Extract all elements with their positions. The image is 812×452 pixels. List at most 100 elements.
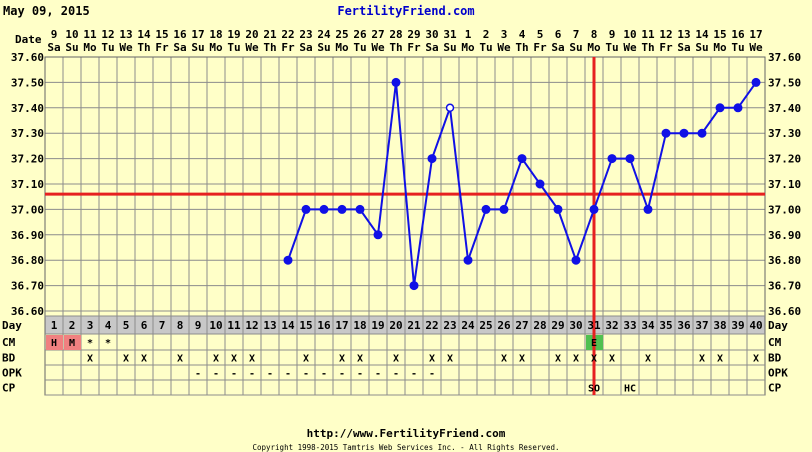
y-tick-label-left: 36.70 [11,280,44,293]
weekday-label: Fr [281,41,295,54]
day-number: 21 [407,319,421,332]
y-tick-label-right: 37.60 [768,51,801,64]
day-number: 20 [389,319,402,332]
bd-mark: X [87,354,93,365]
footer-url[interactable]: http://www.FertilityFriend.com [307,427,506,440]
opk-mark: - [393,369,399,380]
day-number: 11 [227,319,241,332]
day-number: 29 [551,319,564,332]
opk-mark: - [267,369,273,380]
weekday-label: We [749,41,763,54]
opk-mark: - [213,369,219,380]
chart-date: May 09, 2015 [3,4,90,18]
temperature-point [643,204,653,214]
site-title[interactable]: FertilityFriend.com [337,4,474,18]
opk-mark: - [339,369,345,380]
date-label: 5 [537,28,544,41]
weekday-label: Su [443,41,456,54]
day-number: 3 [87,319,94,332]
weekday-label: Mo [209,41,223,54]
temperature-point [733,103,743,113]
weekday-label: Mo [587,41,601,54]
bd-mark: X [357,354,363,365]
date-label: 27 [371,28,384,41]
date-label: 10 [623,28,636,41]
date-label: 26 [353,28,367,41]
row-label-day-right: Day [768,319,788,332]
day-number: 27 [515,319,528,332]
bd-mark: X [717,354,723,365]
chart-labels: 36.60 36.60 36.70 36.70 36.80 36.80 36.90 36.90… [2,28,801,395]
date-label: 15 [713,28,726,41]
date-label: 12 [101,28,114,41]
footer-copyright: Copyright 1998-2015 Tamtris Web Services… [252,443,559,452]
weekday-label: Mo [713,41,727,54]
cm-mark: * [87,338,93,349]
temperature-point [517,154,527,164]
chart-grid [44,56,766,396]
bd-mark: X [555,354,561,365]
row-label-cm-left: CM [2,336,16,349]
day-number: 30 [569,319,582,332]
weekday-label: Th [515,41,528,54]
day-number: 19 [371,319,384,332]
day-number: 35 [659,319,672,332]
bd-mark: X [645,354,651,365]
row-label-cp-left: CP [2,382,16,395]
date-label: 1 [465,28,472,41]
bd-mark: X [699,354,705,365]
bd-mark: X [753,354,759,365]
temperature-point [499,204,509,214]
date-label: 29 [407,28,420,41]
day-number: 13 [263,319,276,332]
row-label-cm-right: CM [768,336,782,349]
y-tick-label-right: 37.40 [768,102,801,115]
date-label: 16 [731,28,745,41]
y-tick-label-left: 37.00 [11,203,44,216]
y-tick-label-right: 37.00 [768,203,801,216]
y-tick-label-left: 37.60 [11,51,44,64]
day-number: 18 [353,319,366,332]
weekday-label: Su [569,41,582,54]
y-tick-label-left: 37.40 [11,102,44,115]
date-label: 2 [483,28,490,41]
row-label-bd-left: BD [2,352,16,365]
date-label: 9 [51,28,58,41]
weekday-label: Sa [677,41,690,54]
date-label: 4 [519,28,526,41]
y-tick-label-left: 37.50 [11,76,44,89]
bd-mark: X [429,354,435,365]
weekday-label: Su [191,41,204,54]
day-number: 16 [317,319,331,332]
row-label-opk-left: OPK [2,367,22,380]
bd-mark: X [231,354,237,365]
opk-mark: - [429,369,435,380]
day-number: 9 [195,319,202,332]
date-label: 6 [555,28,562,41]
date-label: 17 [749,28,762,41]
bd-mark: X [177,354,183,365]
row-label-cp-right: CP [768,382,782,395]
weekday-label: Fr [407,41,421,54]
date-label: 24 [317,28,331,41]
date-label: 15 [155,28,168,41]
day-number: 37 [695,319,708,332]
date-label: 7 [573,28,580,41]
cm-cell-m [64,335,81,350]
bd-mark: X [123,354,129,365]
bd-mark: X [519,354,525,365]
day-number: 33 [623,319,636,332]
date-label: 3 [501,28,508,41]
y-tick-label-right: 37.50 [768,76,801,89]
date-label: 22 [281,28,294,41]
day-number: 34 [641,319,655,332]
date-label: 16 [173,28,187,41]
weekday-label: Sa [299,41,312,54]
cm-cell-h [46,335,63,350]
cp-mark: SO [588,384,600,395]
weekday-label: Mo [83,41,97,54]
day-number: 24 [461,319,475,332]
bd-mark: X [303,354,309,365]
day-number: 39 [731,319,744,332]
weekday-label: We [245,41,259,54]
